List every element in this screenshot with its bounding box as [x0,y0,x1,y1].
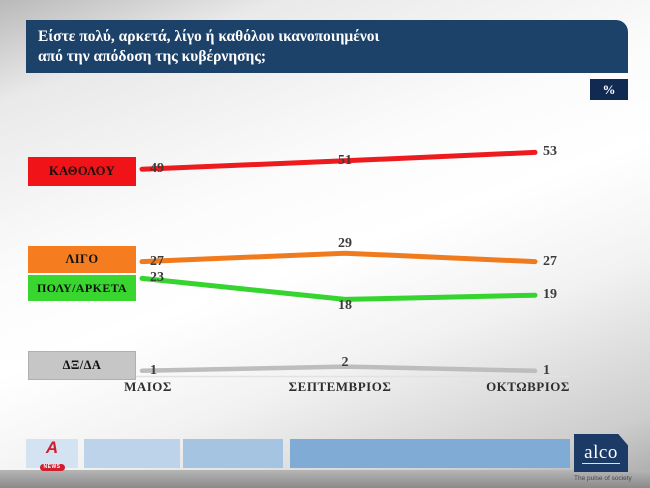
alpha-news-badge: NEWS [39,464,65,471]
alpha-news-logo: A NEWS [38,438,66,471]
alco-logo: alco [574,434,628,472]
bottom-gray-band [0,470,650,488]
series-line-2 [139,275,538,302]
series-line-1 [139,250,538,265]
value-label: 27 [543,253,557,269]
legend-poly-arketa: ΠΟΛΥ/ΑΡΚΕΤΑ [28,275,136,301]
value-label: 18 [338,298,352,314]
value-label: 51 [338,152,352,168]
value-label: 49 [150,161,164,177]
question-title-line2: από την απόδοση της κυβέρνησης; [38,47,267,65]
axis-label-september: ΣΕΠΤΕΜΒΡΙΟΣ [288,379,392,394]
value-label: 2 [341,354,349,370]
legend-dx-da: ΔΞ/ΔΑ [28,351,136,380]
value-label: 19 [543,287,557,303]
value-label: 27 [150,253,164,269]
value-label: 29 [338,236,352,252]
axis-label-may: ΜΑΙΟΣ [124,379,172,394]
alco-logo-text: alco [582,441,620,464]
series-line-3 [139,364,538,374]
alpha-logo-letter: A [45,438,59,457]
footer-bar-3 [183,439,283,468]
value-label: 1 [543,362,550,378]
legend-katholou: ΚΑΘΟΛΟΥ [28,157,136,186]
question-title-line1: Είστε πολύ, αρκετά, λίγο ή καθόλου ικανο… [38,28,380,45]
legend-ligo: ΛΙΓΟ [28,246,136,273]
footer-bar-1 [26,439,78,468]
question-title-banner: Είστε πολύ, αρκετά, λίγο ή καθόλου ικανο… [26,20,628,73]
series-line-0 [139,149,538,172]
footer-bar-4 [290,439,570,468]
alco-tagline: The pulse of society [574,475,632,482]
value-label: 23 [150,270,164,286]
axis-label-october: ΟΚΤΩΒΡΙΟΣ [486,379,570,394]
value-label: 1 [150,362,157,378]
footer-bar-2 [84,439,180,468]
percent-unit-badge: % [590,79,628,100]
value-label: 53 [543,144,557,160]
